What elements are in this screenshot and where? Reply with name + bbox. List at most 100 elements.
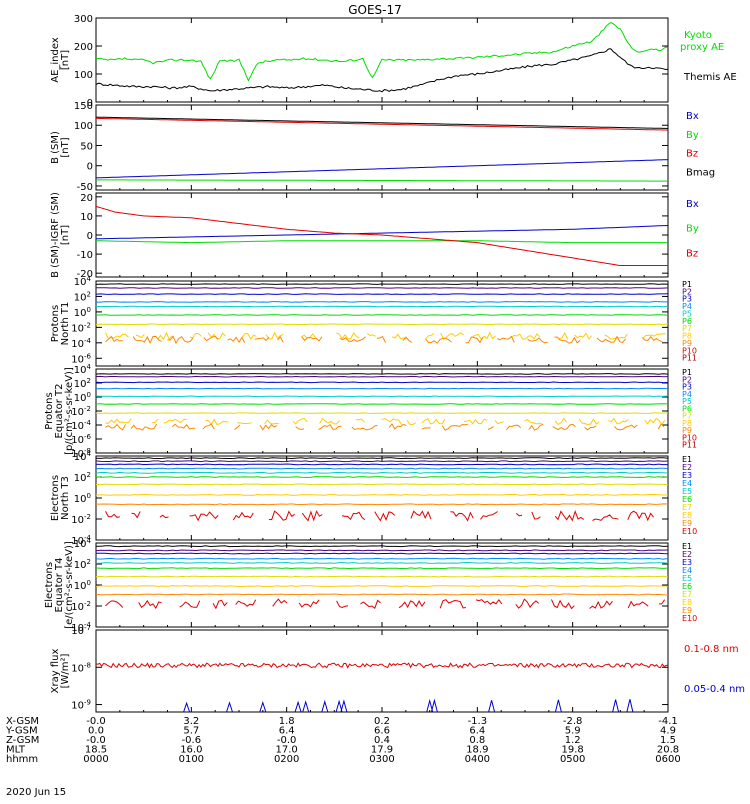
channel-line — [272, 598, 288, 607]
y-axis-label: Equator T2 — [54, 384, 65, 439]
y-tick-label: 102 — [74, 558, 91, 571]
flux-spike — [321, 699, 329, 713]
channel-line — [464, 418, 488, 425]
channel-line — [341, 511, 366, 521]
y-axis-label: North T3 — [60, 476, 71, 520]
channel-label: P9 — [682, 426, 692, 435]
channel-label: E2 — [682, 463, 692, 472]
y-tick-label: 20 — [80, 193, 93, 204]
flux-spike — [488, 700, 496, 713]
channel-line — [450, 511, 474, 522]
axis-row-value: 0400 — [465, 754, 490, 765]
series-line — [95, 116, 669, 129]
axis-row-value: 18.5 — [85, 745, 107, 756]
y-tick-label: 10-2 — [71, 513, 91, 526]
y-tick-label: -20 — [77, 269, 93, 280]
channel-label: P4 — [682, 390, 692, 399]
channel-line — [95, 467, 669, 470]
channel-line — [227, 336, 246, 344]
axis-row-value: 1.2 — [565, 735, 581, 746]
channel-label: E6 — [682, 495, 692, 504]
channel-line — [96, 287, 669, 289]
channel-line — [95, 395, 669, 398]
y-tick-label: 200 — [74, 42, 93, 53]
axis-row-value: 6.6 — [374, 726, 390, 737]
channel-line — [339, 336, 366, 343]
channel-label: P8 — [682, 332, 692, 341]
flux-spike — [259, 700, 267, 713]
channel-line — [189, 333, 202, 339]
channel-label: P7 — [682, 412, 692, 421]
channel-line — [494, 420, 504, 425]
axis-row-value: 0.0 — [88, 726, 104, 737]
channel-line — [95, 283, 669, 285]
channel-line — [410, 510, 432, 520]
axis-row-value: 5.7 — [183, 726, 199, 737]
axis-row-value: 20.8 — [657, 745, 679, 756]
channel-line — [95, 593, 669, 596]
flux-spike — [554, 699, 562, 713]
y-tick-label: 10-8 — [71, 447, 91, 460]
y-tick-label: 10-2 — [71, 405, 91, 418]
y-tick-label: 100 — [74, 306, 91, 319]
channel-line — [95, 373, 669, 375]
flux-spike — [335, 699, 343, 713]
channel-line — [298, 599, 320, 608]
channel-line — [96, 545, 669, 548]
y-tick-label: 100 — [74, 579, 91, 592]
channel-line — [95, 387, 669, 390]
channel-line — [95, 457, 669, 460]
y-axis-label: Protons — [50, 305, 61, 342]
channel-line — [202, 423, 215, 430]
channel-line — [475, 598, 503, 605]
legend-label: Bz — [686, 248, 698, 259]
channel-line — [641, 335, 663, 343]
y-tick-label: 10-8 — [71, 661, 91, 674]
y-axis-label: B (SM)-IGRF (SM) — [50, 192, 61, 278]
channel-line — [295, 426, 305, 431]
channel-line — [189, 511, 219, 522]
channel-label: P11 — [682, 441, 697, 450]
axis-row-value: 6.4 — [279, 726, 295, 737]
axis-row-value: 17.9 — [371, 745, 393, 756]
channel-label: E3 — [682, 558, 692, 567]
legend-label: Bz — [686, 149, 698, 160]
channel-line — [264, 419, 279, 425]
channel-line — [506, 424, 522, 431]
y-tick-label: 10-2 — [71, 321, 91, 334]
y-tick-label: 10-4 — [71, 534, 91, 547]
channel-line — [366, 332, 376, 337]
channel-line — [589, 600, 613, 609]
channel-line — [657, 423, 665, 430]
channel-line — [398, 600, 426, 609]
y-tick-label: -50 — [77, 182, 93, 193]
channel-line — [421, 418, 446, 425]
channel-line — [515, 598, 540, 609]
y-tick-label: 104 — [74, 537, 92, 550]
channel-label: E5 — [682, 574, 692, 583]
channel-line — [336, 600, 349, 609]
channel-line — [212, 599, 228, 610]
series-line — [95, 48, 669, 93]
flux-spike — [340, 699, 348, 713]
y-axis-label: North T1 — [60, 302, 71, 346]
channel-label: E5 — [682, 487, 692, 496]
channel-line — [171, 423, 196, 430]
panel-frame — [95, 104, 669, 191]
channel-line — [131, 511, 141, 519]
y-axis-label: [nT] — [60, 137, 71, 157]
y-tick-label: 150 — [74, 101, 93, 112]
series-line — [95, 21, 669, 82]
channel-label: E7 — [682, 590, 692, 599]
channel-line — [241, 332, 257, 341]
y-tick-label: 102 — [74, 290, 91, 303]
y-tick-label: 104 — [74, 275, 92, 288]
channel-line — [592, 514, 619, 521]
channel-line — [157, 331, 173, 341]
axis-row-label: hhmm — [6, 754, 38, 765]
channel-line — [527, 337, 548, 344]
panel-frame — [95, 629, 669, 713]
channel-line — [232, 511, 254, 521]
legend-label: By — [686, 224, 699, 235]
channel-line — [203, 335, 219, 342]
